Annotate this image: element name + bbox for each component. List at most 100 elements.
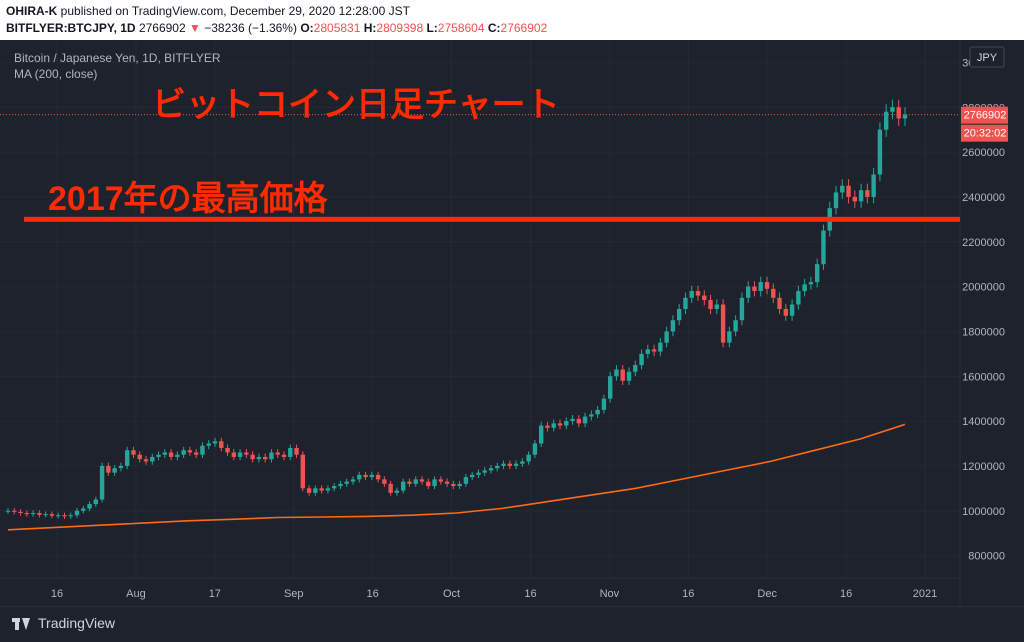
candle-body [840,185,845,193]
candle [256,453,262,463]
candle [288,444,293,461]
down-arrow-icon: ▼ [189,21,201,35]
candle [626,367,632,385]
candle-body [582,416,588,424]
close-value: 2766902 [500,21,548,35]
low-label: L: [426,21,438,35]
publish-header: OHIRA-K published on TradingView.com, De… [0,0,1024,40]
candle [683,292,688,315]
candle [902,107,908,126]
candle-body [400,481,406,491]
candle-body [12,510,17,512]
candle-body [313,488,318,493]
tradingview-brand[interactable]: TradingView [12,615,115,631]
tradingview-logo-icon [12,616,30,630]
y-tick-label: 1000000 [962,506,1005,518]
x-tick-label: 16 [51,588,63,600]
candle [557,419,563,430]
candle-body [244,452,249,455]
candle-body [883,111,889,130]
candle-body [777,297,782,309]
candle [777,292,782,315]
x-tick-label: Aug [126,588,146,600]
candle [357,471,362,483]
candle-body [112,468,117,473]
time-axis[interactable]: 16 Aug 17 Sep 16 Oct 16 Nov 16 Dec 16 2021 [51,588,937,600]
last-price: 2766902 [138,21,186,35]
countdown-tag-text: 20:32:02 [964,128,1007,140]
candle-body [369,474,375,478]
candle [764,276,770,295]
candle-body [764,282,770,289]
high-2017-level-line [24,216,960,222]
candle [93,496,99,507]
candle [670,315,676,337]
candle [313,485,318,496]
x-tick-label: Oct [443,588,460,600]
author-name[interactable]: OHIRA-K [6,4,58,18]
candle [18,509,23,516]
open-value: 2805831 [313,21,361,35]
candle [112,464,117,476]
y-tick-label: 2400000 [962,192,1005,204]
candle [212,437,218,447]
candle [99,462,105,503]
candle-body [162,452,168,455]
candle [538,421,544,447]
candle [244,449,249,459]
candle [37,510,42,518]
candle-body [338,483,343,487]
candle-body [294,447,299,455]
candle-body [143,459,149,462]
candle-body [783,309,789,316]
candle [852,190,858,208]
y-tick-label: 2200000 [962,237,1005,249]
candle-body [727,331,732,343]
candle-body [206,443,211,446]
candle [501,460,506,470]
candle-body [507,463,513,466]
candle-body [124,450,130,466]
candle-body [639,353,644,366]
candle [846,179,851,204]
candle [319,485,324,494]
candle-body [871,174,876,197]
candle-body [877,129,883,175]
candle-body [156,454,161,457]
candle-body [476,472,481,475]
x-tick-label: 16 [682,588,694,600]
candle-body [495,465,500,469]
currency-button[interactable]: JPY [969,46,1005,68]
candle-body [513,463,519,466]
candle-body [5,510,11,512]
candle [131,446,136,459]
candle-body [262,456,268,460]
candle-body [758,282,763,292]
x-tick-label: Dec [757,588,777,600]
candle-body [55,515,61,517]
candle [633,360,638,377]
y-tick-label: 1200000 [962,461,1005,473]
candle [833,185,839,215]
x-tick-label: 17 [209,588,221,600]
candle [877,122,883,182]
candle-body [595,409,600,415]
candle [193,449,199,459]
candle [564,417,569,430]
candle [520,458,525,467]
open-label: O: [300,21,314,35]
candle-body [118,465,124,469]
chart-panel[interactable]: 800000 1000000 1200000 1400000 1600000 180000… [0,40,1024,606]
high-label: H: [363,21,377,35]
candle-body [68,515,73,517]
candle [582,412,588,428]
y-tick-label: 800000 [968,551,1005,563]
legend-title: Bitcoin / Japanese Yen, 1D, BITFLYER [14,51,221,65]
candle [338,480,343,490]
high-value: 2809398 [376,21,424,35]
candle-body [394,490,400,493]
candle [426,478,431,490]
candle-body [407,481,412,484]
price-chart[interactable]: 800000 1000000 1200000 1400000 1600000 180000… [0,40,1024,606]
candle [601,394,607,414]
